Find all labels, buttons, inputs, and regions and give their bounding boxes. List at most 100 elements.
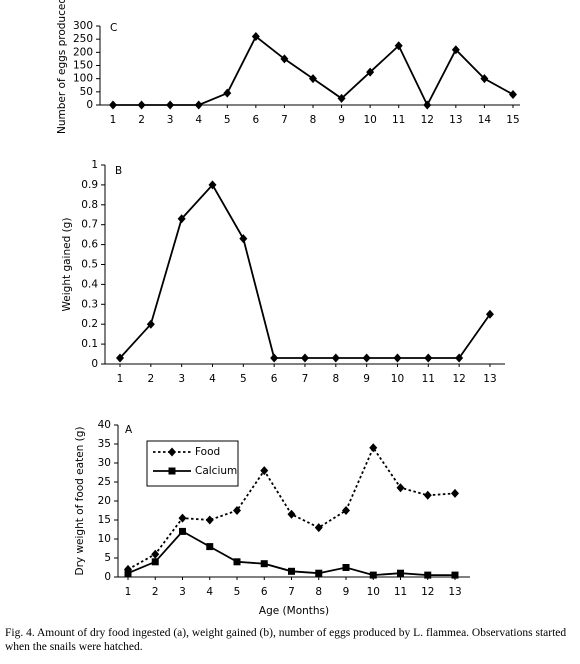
marker <box>423 100 432 110</box>
marker <box>480 74 489 84</box>
y-tick-label: 0.7 <box>81 219 98 231</box>
x-axis-label: Age (Months) <box>259 605 329 617</box>
legend-label: Food <box>195 446 220 458</box>
x-tick-label: 10 <box>363 114 376 126</box>
marker <box>223 88 232 98</box>
x-tick-label: 9 <box>343 586 350 598</box>
y-tick-label: 0 <box>86 99 93 111</box>
marker <box>208 180 217 190</box>
x-tick-label: 10 <box>367 586 380 598</box>
y-tick-label: 0.6 <box>81 239 98 251</box>
marker <box>251 32 260 42</box>
y-tick-label: 20 <box>98 495 111 507</box>
x-tick-label: 13 <box>448 586 461 598</box>
panel-label: C <box>110 22 117 34</box>
x-tick-label: 8 <box>332 373 339 385</box>
x-tick-label: 9 <box>338 114 345 126</box>
y-tick-label: 300 <box>73 20 93 32</box>
marker <box>424 353 433 363</box>
y-tick-label: 0.4 <box>81 278 98 290</box>
x-tick-label: 8 <box>315 586 322 598</box>
x-tick-label: 13 <box>449 114 462 126</box>
marker <box>314 523 323 533</box>
x-tick-label: 5 <box>234 586 241 598</box>
y-tick-label: 0.9 <box>81 179 98 191</box>
marker <box>315 569 323 577</box>
marker <box>393 353 402 363</box>
y-tick-label: 1 <box>91 159 98 171</box>
marker <box>455 353 464 363</box>
marker <box>137 100 146 110</box>
y-tick-label: 150 <box>73 60 93 72</box>
marker <box>146 319 155 329</box>
x-tick-label: 6 <box>253 114 260 126</box>
y-tick-label: 30 <box>98 457 111 469</box>
x-tick-label: 15 <box>506 114 519 126</box>
y-tick-label: 100 <box>73 73 93 85</box>
y-tick-label: 40 <box>98 419 111 431</box>
marker <box>288 567 295 575</box>
series-line <box>119 183 491 359</box>
marker <box>451 45 460 55</box>
marker <box>194 100 203 110</box>
x-tick-label: 8 <box>310 114 317 126</box>
marker <box>206 543 214 551</box>
x-tick-label: 5 <box>224 114 231 126</box>
x-tick-label: 9 <box>363 373 370 385</box>
marker <box>168 467 176 475</box>
marker <box>116 353 124 363</box>
x-tick-label: 5 <box>240 373 247 385</box>
y-axis-label: Dry weight of food eaten (g) <box>74 426 86 575</box>
x-tick-label: 4 <box>195 114 202 126</box>
marker <box>342 506 350 515</box>
marker <box>178 513 187 523</box>
x-tick-label: 2 <box>152 586 159 598</box>
x-tick-label: 4 <box>209 373 216 385</box>
marker <box>151 549 160 559</box>
y-tick-label: 0.8 <box>81 199 98 211</box>
marker <box>177 214 186 224</box>
panel-label: B <box>115 165 122 177</box>
x-tick-label: 11 <box>422 373 435 385</box>
marker <box>423 490 432 500</box>
marker <box>508 89 517 99</box>
y-tick-label: 200 <box>73 46 93 58</box>
x-tick-label: 1 <box>125 586 132 598</box>
marker <box>233 506 241 515</box>
x-tick-label: 14 <box>478 114 492 126</box>
y-axis-label: Number of eggs produced <box>56 0 68 134</box>
marker <box>166 100 175 110</box>
marker <box>109 100 117 110</box>
y-tick-label: 15 <box>98 514 111 526</box>
marker <box>396 483 405 493</box>
marker <box>280 54 289 64</box>
y-tick-label: 0 <box>91 358 98 370</box>
marker <box>124 569 132 577</box>
y-tick-label: 35 <box>98 438 111 450</box>
y-axis-label: Weight gained (g) <box>61 218 73 312</box>
marker <box>233 558 241 566</box>
marker <box>270 353 279 363</box>
marker <box>151 558 159 566</box>
x-tick-label: 10 <box>391 373 404 385</box>
y-tick-label: 250 <box>73 33 93 45</box>
marker <box>369 571 377 579</box>
marker <box>397 569 404 577</box>
x-tick-label: 3 <box>179 586 186 598</box>
x-tick-label: 1 <box>117 373 124 385</box>
marker <box>260 560 268 568</box>
x-tick-label: 1 <box>110 114 117 126</box>
marker <box>179 527 186 535</box>
marker <box>308 74 317 84</box>
y-tick-label: 50 <box>80 86 93 98</box>
x-tick-label: 2 <box>138 114 145 126</box>
marker <box>168 447 176 457</box>
x-tick-label: 6 <box>261 586 268 598</box>
y-tick-label: 10 <box>98 533 111 545</box>
caption: Fig. 4. Amount of dry food ingested (a),… <box>5 627 567 653</box>
marker <box>260 466 269 476</box>
x-tick-label: 12 <box>421 114 434 126</box>
y-tick-label: 25 <box>98 476 111 488</box>
